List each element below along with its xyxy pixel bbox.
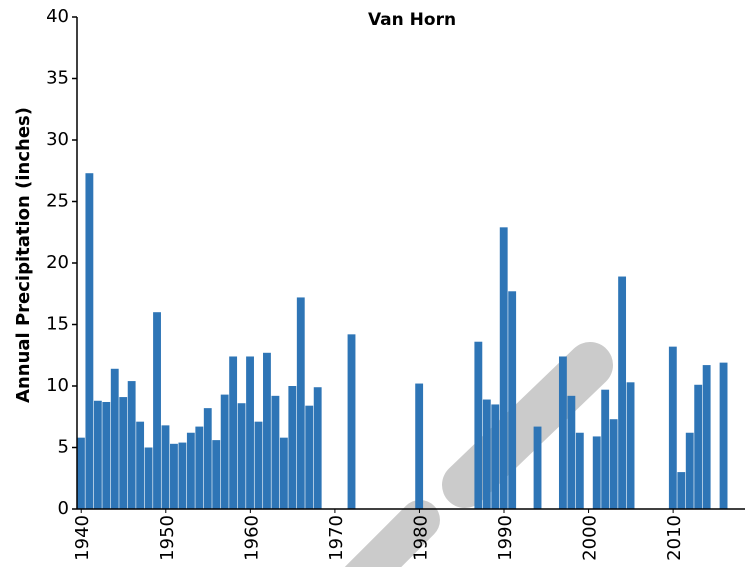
bar: [195, 426, 204, 509]
bar: [474, 341, 483, 509]
bar: [347, 334, 356, 509]
bar: [136, 421, 145, 509]
bar: [694, 384, 703, 509]
bar: [170, 443, 178, 509]
x-tick-label: 1990: [495, 515, 516, 561]
bar: [491, 404, 500, 509]
bar: [415, 383, 424, 509]
bar: [85, 173, 94, 509]
watermark-stroke: [344, 500, 440, 567]
x-tick-label: 1980: [410, 515, 431, 561]
bar: [271, 395, 280, 509]
bar: [626, 382, 635, 509]
bar: [668, 346, 677, 509]
y-tick-label: 10: [46, 375, 69, 396]
bar: [685, 432, 694, 509]
y-tick-label: 40: [46, 6, 69, 27]
bar: [203, 408, 212, 509]
bar: [575, 432, 584, 509]
bar: [305, 405, 314, 509]
bar: [93, 400, 102, 509]
x-tick-label: 2010: [664, 515, 685, 561]
bar: [567, 395, 576, 509]
bar: [220, 394, 229, 509]
bar: [229, 356, 238, 509]
y-tick-label: 30: [46, 129, 69, 150]
bar: [161, 425, 170, 509]
bar: [153, 312, 161, 509]
bar: [144, 447, 153, 509]
y-tick-label: 0: [58, 498, 69, 519]
bar: [110, 368, 119, 509]
bar: [677, 472, 686, 509]
y-tick-label: 5: [58, 437, 69, 458]
bar: [533, 426, 542, 509]
bar: [77, 437, 85, 509]
bar: [508, 291, 517, 509]
bar: [254, 421, 263, 509]
bar: [618, 276, 627, 509]
x-tick-label: 1970: [326, 515, 347, 561]
y-tick-label: 15: [46, 314, 69, 335]
x-tick-label: 1940: [72, 515, 93, 561]
x-tick-label: 1950: [157, 515, 178, 561]
bar: [246, 356, 254, 509]
bar: [313, 387, 322, 509]
bar: [592, 436, 601, 509]
bar: [127, 381, 136, 509]
chart-title: Van Horn: [368, 10, 456, 30]
bar: [237, 403, 246, 509]
bar: [482, 399, 491, 509]
bar: [719, 362, 728, 509]
bar: [102, 401, 111, 509]
y-tick-label: 20: [46, 252, 69, 273]
bar: [263, 352, 271, 509]
bar: [601, 389, 610, 509]
plot-area: [77, 173, 728, 509]
bar: [499, 227, 508, 509]
bar: [119, 397, 128, 509]
bar: [288, 386, 297, 509]
y-axis-label: Annual Precipitation (inches): [13, 107, 34, 403]
x-tick-label: 1960: [241, 515, 262, 561]
bar: [212, 440, 221, 509]
bar: [186, 432, 195, 509]
bar: [558, 356, 567, 509]
bar: [702, 365, 711, 509]
y-tick-label: 25: [46, 191, 69, 212]
x-tick-label: 2000: [580, 515, 601, 561]
bar: [279, 437, 288, 509]
bar: [178, 442, 187, 509]
bar: [296, 297, 305, 509]
bar: [609, 419, 618, 509]
y-tick-label: 35: [46, 68, 69, 89]
